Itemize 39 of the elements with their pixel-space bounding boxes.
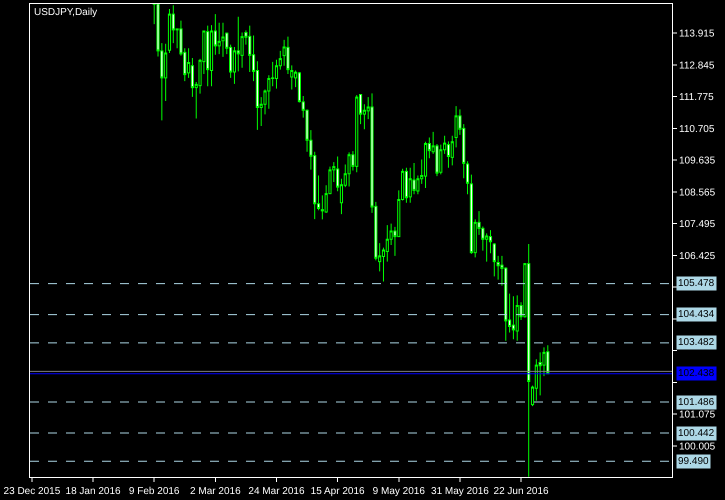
- candlestick: [206, 25, 210, 87]
- candlestick: [355, 94, 358, 173]
- candlestick: [408, 167, 412, 204]
- y-tick-label: 100.005: [679, 441, 716, 452]
- y-tick-label: 109.635: [679, 156, 716, 167]
- x-tick-label: 22 Jun 2016: [494, 486, 550, 497]
- y-tick-label: 112.845: [679, 60, 715, 72]
- candlestick: [512, 296, 515, 340]
- ref-line-label: 105.478: [678, 278, 715, 289]
- x-tick-label: 18 Jan 2016: [66, 486, 122, 497]
- candlestick: [470, 174, 473, 254]
- ref-line-label: 99.490: [678, 456, 710, 467]
- candlestick: [424, 141, 428, 188]
- candlestick: [221, 22, 225, 58]
- x-tick-label: 31 May 2016: [430, 486, 490, 497]
- ref-line-label: 103.482: [678, 337, 715, 348]
- x-tick-label: 24 Mar 2016: [248, 486, 305, 497]
- x-tick-label: 15 Apr 2016: [310, 486, 366, 497]
- ref-line-label: 101.486: [678, 397, 715, 408]
- x-tick-label: 2 Mar 2016: [190, 486, 242, 497]
- y-tick-label: 106.425: [679, 250, 716, 262]
- y-tick-label: 113.915: [679, 28, 715, 40]
- candlestick: [404, 167, 408, 204]
- x-tick-label: 9 Feb 2016: [128, 486, 180, 497]
- ref-line-label: 102.438: [678, 368, 715, 379]
- x-tick-label: 23 Dec 2015: [4, 486, 61, 497]
- y-tick-label: 111.775: [679, 92, 714, 104]
- y-tick-label: 108.565: [679, 187, 716, 198]
- candlestick: [546, 344, 550, 374]
- ref-line-label: 104.434: [678, 309, 715, 320]
- y-tick-label: 101.075: [679, 410, 716, 421]
- ref-line-label: 100.442: [678, 428, 715, 439]
- y-tick-label: 107.495: [679, 219, 716, 230]
- candlestick: [168, 8, 172, 54]
- y-tick-label: 110.705: [679, 124, 715, 135]
- candlestick: [516, 294, 519, 342]
- chart-title: USDJPY,Daily: [34, 7, 98, 18]
- candlestick: [348, 152, 351, 187]
- x-tick-label: 9 May 2016: [372, 486, 426, 497]
